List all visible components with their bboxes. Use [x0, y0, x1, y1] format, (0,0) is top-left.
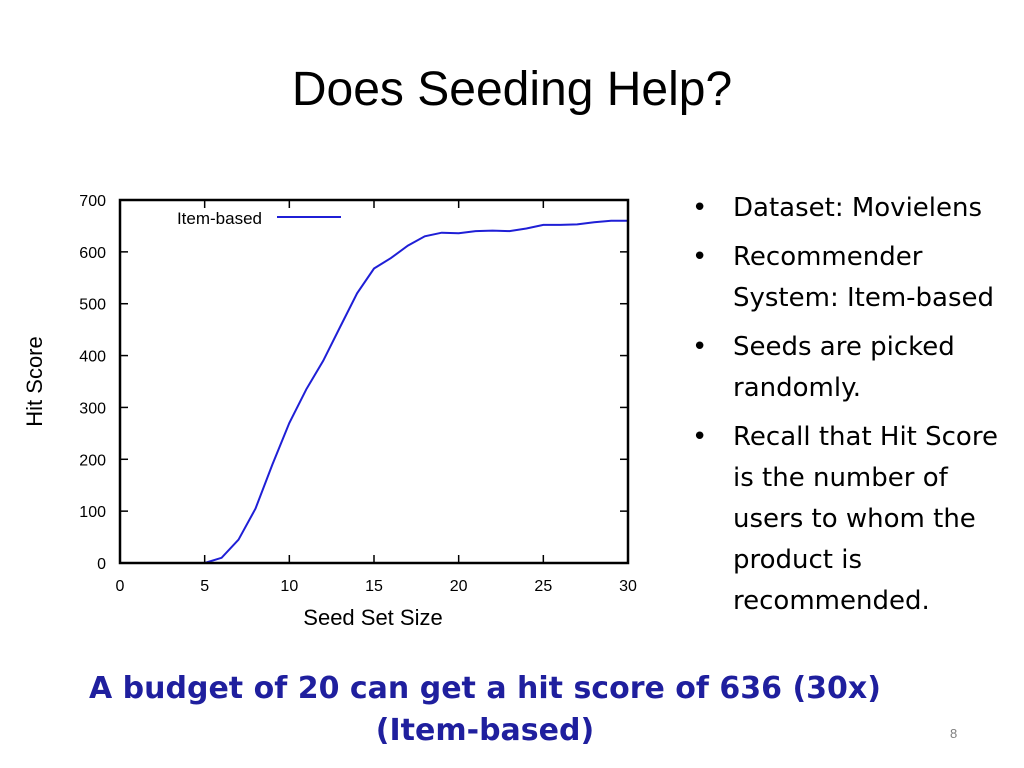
x-tick-label: 30: [619, 578, 637, 595]
y-axis-title: Hit Score: [22, 336, 47, 426]
plot-frame: [118, 198, 630, 565]
bullet-text: Recall that Hit Score is the number of u…: [733, 422, 998, 616]
x-axis-title: Seed Set Size: [303, 605, 442, 630]
y-tick-label: 300: [79, 400, 106, 417]
y-tick-label: 400: [79, 349, 106, 366]
y-tick-label: 500: [79, 297, 106, 314]
bullet-icon: •: [692, 242, 708, 272]
bullet-text: Dataset: Movielens: [733, 193, 983, 223]
legend-label: Item-based: [177, 209, 262, 228]
bullet-text: Recommender System: Item-based: [733, 242, 995, 313]
slide-title: Does Seeding Help?: [291, 63, 733, 116]
axis-ticks: [119, 199, 629, 564]
bullet-text: Seeds are picked randomly.: [733, 332, 955, 403]
y-tick-label: 700: [79, 193, 106, 210]
bullet-item: • Dataset: Movielens: [690, 188, 1020, 229]
bullet-item: • Recall that Hit Score is the number of …: [690, 417, 1020, 622]
bullet-list: • Dataset: Movielens • Recommender System:…: [690, 188, 1020, 630]
bullet-item: • Seeds are picked randomly.: [690, 327, 1020, 409]
page-number: 8: [950, 726, 958, 741]
x-tick-label: 5: [200, 578, 209, 595]
y-tick-label: 200: [79, 452, 106, 469]
x-tick-label: 25: [534, 578, 552, 595]
caption: A budget of 20 can get a hit score of 63…: [89, 671, 881, 748]
series-line-item-based: [204, 219, 628, 564]
bullet-icon: •: [692, 193, 708, 223]
x-tick-label: 20: [450, 578, 468, 595]
bullet-icon: •: [692, 422, 708, 452]
bullet-item: • Recommender System: Item-based: [690, 237, 1020, 319]
y-tick-label: 0: [97, 556, 106, 573]
x-tick-label: 10: [280, 578, 298, 595]
bullet-icon: •: [692, 332, 708, 362]
y-tick-label: 100: [79, 504, 106, 521]
x-tick-label: 15: [365, 578, 383, 595]
y-tick-label: 600: [79, 245, 106, 262]
x-tick-label: 0: [116, 578, 125, 595]
